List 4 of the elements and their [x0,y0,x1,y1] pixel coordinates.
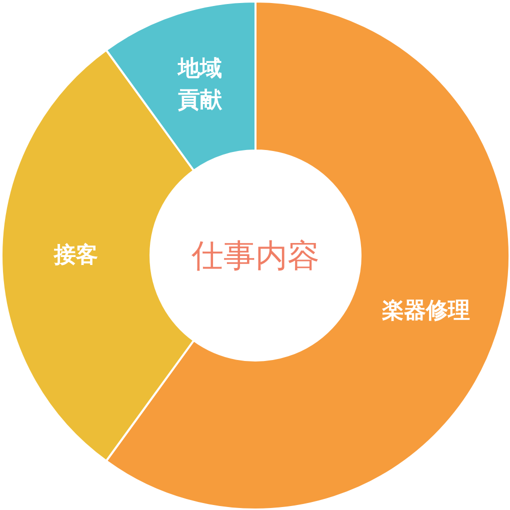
text: 仕事内容 [190,236,320,274]
slice-label: 楽器修理 [381,298,470,324]
slice-label: 接客 [53,242,98,268]
slice-label: 地域貢献 [177,56,224,113]
